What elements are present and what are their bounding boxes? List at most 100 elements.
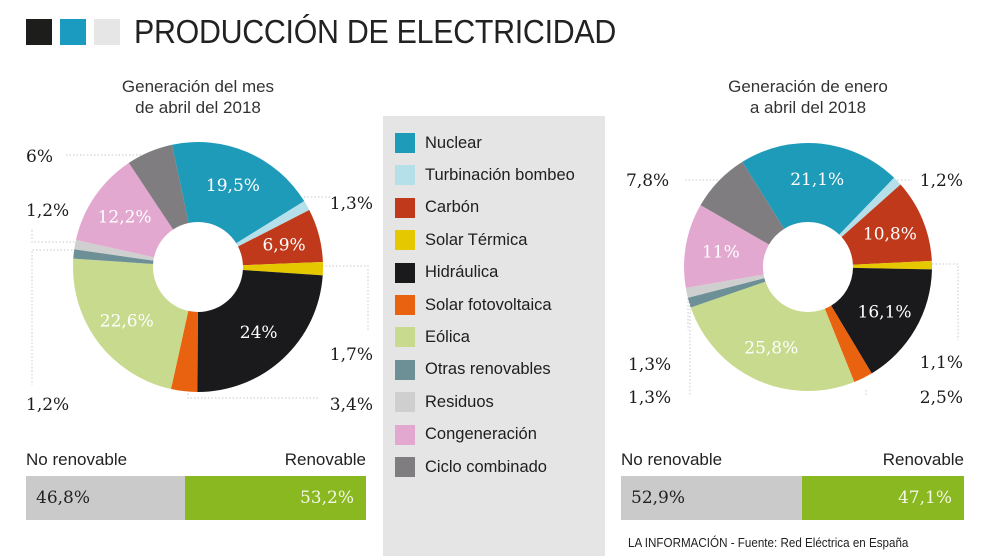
legend-label: Eólica — [425, 327, 470, 346]
chart-1-no-renovable-value: 46,8% — [36, 488, 91, 508]
source-credit: LA INFORMACIÓN - Fuente: Red Eléctrica e… — [628, 536, 909, 550]
slice-value-label: 6,9% — [262, 235, 305, 255]
slice-eolica — [73, 258, 189, 390]
external-value-label: 1,1% — [920, 353, 963, 373]
header: PRODUCCIÓN DE ELECTRICIDAD — [26, 13, 658, 50]
slice-value-label: 25,8% — [744, 339, 798, 359]
slice-value-label: 16,1% — [858, 302, 912, 322]
leader-line — [187, 390, 320, 399]
leader-line — [322, 265, 369, 330]
legend-label: Residuos — [425, 392, 494, 411]
slice-ciclo-combinado — [700, 161, 785, 245]
legend-item: Solar fotovoltaica — [395, 294, 552, 316]
legend-label: Ciclo combinado — [425, 457, 547, 476]
slice-turbinacion-bombeo — [839, 177, 901, 238]
brand-square-gray — [94, 19, 120, 45]
leader-line — [31, 249, 76, 385]
slice-hidraulica — [197, 270, 323, 392]
legend-swatch — [395, 392, 415, 413]
legend-label: Solar Térmica — [425, 230, 528, 249]
legend-item: Solar Térmica — [395, 229, 527, 251]
chart-1-title-line-2: de abril del 2018 — [135, 98, 261, 117]
legend-item: Hidráulica — [395, 262, 498, 284]
legend-label: Carbón — [425, 198, 480, 217]
legend-item: Turbinación bombeo — [395, 164, 575, 186]
external-value-label: 1,3% — [330, 194, 373, 214]
chart-2-no-renovable-value: 52,9% — [631, 488, 686, 508]
chart-1-title: Generación del mes de abril del 2018 — [58, 76, 338, 118]
external-value-label: 6% — [26, 147, 53, 167]
slice-value-label: 12,2% — [98, 208, 152, 228]
chart-2-renovable-value: 47,1% — [897, 488, 952, 508]
legend-swatch — [395, 327, 415, 348]
legend-swatch — [395, 457, 415, 477]
legend-swatch — [395, 424, 415, 445]
slice-solar-termica — [852, 260, 932, 270]
legend-label: Nuclear — [425, 133, 482, 152]
legend-item: Residuos — [395, 391, 494, 413]
legend-swatch — [395, 295, 415, 315]
external-value-label: 1,3% — [628, 388, 671, 408]
external-value-label: 1,2% — [920, 171, 963, 191]
legend-swatch — [395, 230, 415, 251]
external-value-label: 1,7% — [330, 345, 373, 365]
brand-square-black — [26, 19, 52, 45]
external-value-label: 1,2% — [26, 395, 69, 415]
slice-eolica — [690, 281, 855, 391]
chart-2-renovable-segment: 47,1% — [802, 476, 964, 520]
page-title: PRODUCCIÓN DE ELECTRICIDAD — [134, 13, 617, 50]
slice-value-label: 11% — [702, 242, 740, 262]
legend-item: Otras renovables — [395, 359, 551, 381]
chart-1-renovable-value: 53,2% — [299, 488, 354, 508]
legend-swatch — [395, 262, 415, 283]
legend: Nuclear Turbinación bombeo Carbón Solar Tér… — [383, 116, 605, 556]
slice-carbon — [841, 184, 932, 265]
chart-1-no-renovable-label: No renovable — [26, 450, 128, 469]
legend-swatch — [395, 133, 415, 153]
slice-nuclear — [742, 143, 895, 235]
slice-value-label: 10,8% — [863, 224, 917, 244]
legend-item: Ciclo combinado — [395, 456, 547, 478]
slice-carbon — [238, 210, 323, 266]
chart-2-no-renovable-label: No renovable — [621, 450, 723, 469]
external-value-label: 2,5% — [920, 388, 963, 408]
slice-solar-fotovoltaica — [824, 305, 872, 383]
chart-2-title: Generación de enero a abril del 2018 — [668, 76, 948, 118]
slice-residuos — [74, 239, 155, 261]
chart-1-no-renovable-segment: 46,8% — [26, 476, 186, 520]
donut-chart-2: 21,1% 1,2% 10,8% 1,1% 16,1% 2,5% 25,8% 1,3% 1,3%… — [626, 143, 963, 408]
legend-swatch — [395, 359, 415, 380]
legend-swatch — [395, 165, 415, 186]
legend-item: Eólica — [395, 326, 470, 348]
slice-ciclo-combinado — [128, 144, 189, 230]
chart-2-title-line-2: a abril del 2018 — [749, 98, 867, 117]
slice-otras-renovables — [73, 249, 154, 264]
slice-congeneracion — [75, 162, 174, 258]
slice-otras-renovables — [687, 278, 766, 308]
leader-line — [932, 263, 959, 340]
legend-label: Congeneración — [425, 425, 537, 444]
slice-value-label: 19,5% — [206, 176, 260, 196]
slice-congeneracion — [684, 205, 769, 288]
external-value-label: 1,3% — [628, 355, 671, 375]
legend-label: Otras renovables — [425, 360, 551, 379]
slice-value-label: 21,1% — [790, 170, 844, 190]
slice-turbinacion-bombeo — [236, 201, 310, 247]
legend-label: Turbinación bombeo — [425, 165, 575, 184]
chart-2-renovable-label: Renovable — [882, 450, 964, 469]
chart-2-renewable-bar: 52,9% 47,1% — [621, 476, 964, 520]
slice-value-label: 22,6% — [100, 311, 154, 331]
chart-1-renewable-bar: 46,8% 53,2% — [26, 476, 366, 520]
chart-2-title-line-1: Generación de enero — [728, 77, 888, 96]
slice-nuclear — [172, 142, 305, 244]
chart-1-title-line-1: Generación del mes — [121, 77, 275, 96]
slice-residuos — [685, 274, 765, 298]
brand-square-blue — [60, 19, 86, 45]
external-value-label: 7,8% — [626, 171, 669, 191]
slice-solar-termica — [242, 262, 323, 276]
legend-item: Carbón — [395, 197, 479, 219]
legend-item: Nuclear — [395, 132, 482, 154]
chart-2-no-renovable-segment: 52,9% — [621, 476, 803, 520]
legend-label: Hidráulica — [425, 263, 499, 282]
